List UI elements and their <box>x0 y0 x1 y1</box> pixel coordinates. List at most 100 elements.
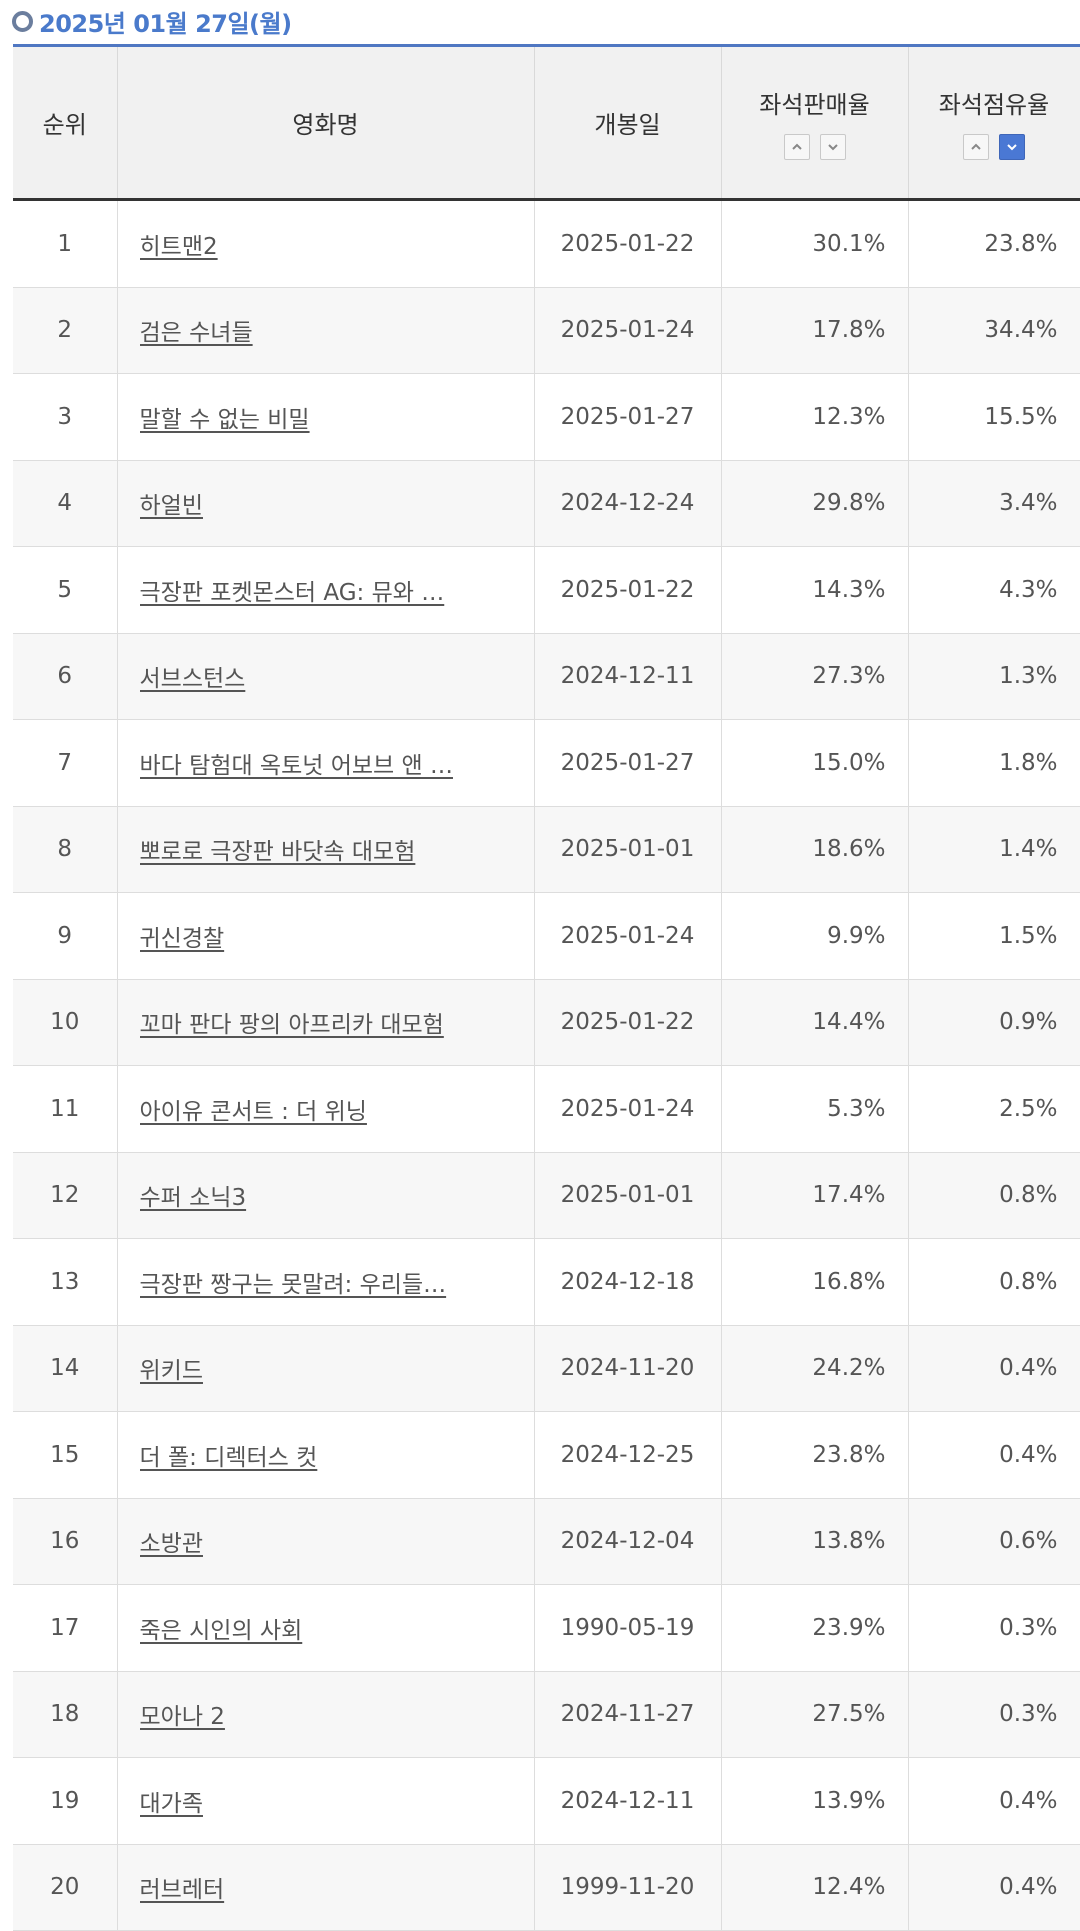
movie-title-link[interactable]: 뽀로로 극장판 바닷속 대모험 <box>139 839 416 866</box>
seat-sales-cell: 16.8% <box>721 1238 909 1326</box>
movie-title-link[interactable]: 검은 수녀들 <box>139 320 253 347</box>
rank-cell: 3 <box>13 373 118 461</box>
movie-title-link[interactable]: 모아나 2 <box>139 1704 225 1731</box>
seat-share-sort-asc-button[interactable] <box>963 134 989 160</box>
rank-cell: 18 <box>13 1671 118 1758</box>
seat-share-cell: 3.4% <box>908 460 1080 547</box>
table-row: 9 귀신경찰 2025-01-24 9.9% 1.5% <box>13 892 1080 980</box>
movie-title-cell: 귀신경찰 <box>117 892 535 980</box>
movie-title-link[interactable]: 귀신경찰 <box>139 925 225 952</box>
seat-share-cell: 0.9% <box>908 979 1080 1066</box>
movie-title-link[interactable]: 더 폴: 디렉터스 컷 <box>139 1444 318 1471</box>
movie-title-link[interactable]: 죽은 시인의 사회 <box>139 1617 303 1644</box>
seat-share-cell: 1.4% <box>908 806 1080 893</box>
seat-share-cell: 1.3% <box>908 633 1080 720</box>
date-title: 2025년 01월 27일(월) <box>39 9 292 38</box>
chevron-up-icon <box>971 143 981 150</box>
open-date-cell: 2025-01-24 <box>534 892 722 980</box>
movie-title-cell: 하얼빈 <box>117 460 535 547</box>
movie-title-link[interactable]: 아이유 콘서트 : 더 위닝 <box>139 1098 367 1125</box>
table-top-border <box>13 44 1080 47</box>
movie-title-link[interactable]: 극장판 포켓몬스터 AG: 뮤와 … <box>139 579 445 606</box>
seat-sales-cell: 13.8% <box>721 1498 909 1585</box>
movie-title-cell: 말할 수 없는 비밀 <box>117 373 535 461</box>
movie-title-link[interactable]: 극장판 짱구는 못말려: 우리들… <box>139 1271 447 1298</box>
table-row: 13 극장판 짱구는 못말려: 우리들… 2024-12-18 16.8% 0.8% <box>13 1238 1080 1326</box>
open-date-cell: 2025-01-01 <box>534 806 722 893</box>
rank-cell: 19 <box>13 1757 118 1845</box>
rank-cell: 13 <box>13 1238 118 1326</box>
movie-title-cell: 서브스턴스 <box>117 633 535 720</box>
rank-cell: 5 <box>13 546 118 634</box>
table-row: 20 러브레터 1999-11-20 12.4% 0.4% <box>13 1844 1080 1931</box>
seat-share-cell: 0.4% <box>908 1844 1080 1931</box>
column-header-title-label: 영화명 <box>292 111 359 139</box>
table-row: 16 소방관 2024-12-04 13.8% 0.6% <box>13 1498 1080 1585</box>
seat-sales-cell: 13.9% <box>721 1757 909 1845</box>
seat-share-cell: 4.3% <box>908 546 1080 634</box>
movie-title-link[interactable]: 꼬마 판다 팡의 아프리카 대모험 <box>139 1012 444 1039</box>
table-body: 1 히트맨2 2025-01-22 30.1% 23.8% 2 검은 수녀들 2025-01-… <box>13 199 1080 1931</box>
column-header-rank: 순위 <box>13 47 118 201</box>
movie-title-link[interactable]: 바다 탐험대 옥토넛 어보브 앤 … <box>139 752 453 779</box>
seat-sales-cell: 18.6% <box>721 806 909 893</box>
seat-share-cell: 23.8% <box>908 199 1080 288</box>
open-date-cell: 2024-12-11 <box>534 1757 722 1845</box>
open-date-cell: 2024-12-24 <box>534 460 722 547</box>
movie-title-link[interactable]: 소방관 <box>139 1531 203 1558</box>
seat-share-sort-desc-button[interactable] <box>999 134 1025 160</box>
open-date-cell: 2024-11-20 <box>534 1325 722 1412</box>
seat-share-cell: 1.8% <box>908 719 1080 807</box>
seat-sales-cell: 29.8% <box>721 460 909 547</box>
seat-share-cell: 0.4% <box>908 1411 1080 1499</box>
table-row: 15 더 폴: 디렉터스 컷 2024-12-25 23.8% 0.4% <box>13 1411 1080 1499</box>
seat-sales-cell: 27.3% <box>721 633 909 720</box>
open-date-cell: 2025-01-24 <box>534 287 722 374</box>
movie-title-cell: 위키드 <box>117 1325 535 1412</box>
open-date-cell: 2025-01-24 <box>534 1065 722 1153</box>
seat-sales-cell: 5.3% <box>721 1065 909 1153</box>
rank-cell: 17 <box>13 1584 118 1672</box>
seat-share-cell: 0.6% <box>908 1498 1080 1585</box>
seat-sales-cell: 12.3% <box>721 373 909 461</box>
seat-share-cell: 0.4% <box>908 1757 1080 1845</box>
table-row: 8 뽀로로 극장판 바닷속 대모험 2025-01-01 18.6% 1.4% <box>13 806 1080 893</box>
seat-share-cell: 15.5% <box>908 373 1080 461</box>
open-date-cell: 1990-05-19 <box>534 1584 722 1672</box>
rank-cell: 2 <box>13 287 118 374</box>
movie-title-cell: 소방관 <box>117 1498 535 1585</box>
seat-sales-sort-controls <box>722 134 908 160</box>
open-date-cell: 1999-11-20 <box>534 1844 722 1931</box>
open-date-cell: 2025-01-27 <box>534 719 722 807</box>
movie-title-link[interactable]: 서브스턴스 <box>139 666 246 693</box>
table-row: 2 검은 수녀들 2025-01-24 17.8% 34.4% <box>13 287 1080 374</box>
movie-title-cell: 바다 탐험대 옥토넛 어보브 앤 … <box>117 719 535 807</box>
seat-sales-cell: 12.4% <box>721 1844 909 1931</box>
rank-cell: 10 <box>13 979 118 1066</box>
bullet-circle-icon <box>12 10 33 32</box>
movie-title-link[interactable]: 수퍼 소닉3 <box>139 1185 247 1212</box>
seat-share-cell: 0.8% <box>908 1152 1080 1239</box>
seat-sales-sort-asc-button[interactable] <box>783 134 810 160</box>
chevron-down-icon <box>827 144 838 151</box>
seat-sales-cell: 23.9% <box>721 1584 909 1672</box>
movie-title-link[interactable]: 위키드 <box>139 1358 203 1385</box>
seat-sales-cell: 17.4% <box>721 1152 909 1239</box>
rank-cell: 20 <box>13 1844 118 1931</box>
movie-title-cell: 검은 수녀들 <box>117 287 535 374</box>
movie-title-link[interactable]: 히트맨2 <box>139 233 218 260</box>
open-date-cell: 2025-01-22 <box>534 199 722 288</box>
movie-title-link[interactable]: 러브레터 <box>139 1877 225 1904</box>
open-date-cell: 2025-01-27 <box>534 373 722 461</box>
column-header-rank-label: 순위 <box>42 111 87 139</box>
movie-title-link[interactable]: 하얼빈 <box>139 493 203 520</box>
movie-title-cell: 모아나 2 <box>117 1671 535 1758</box>
movie-title-link[interactable]: 대가족 <box>139 1790 203 1817</box>
movie-title-link[interactable]: 말할 수 없는 비밀 <box>139 406 310 433</box>
date-header: 2025년 01월 27일(월) <box>12 0 292 42</box>
rank-cell: 8 <box>13 806 118 893</box>
table-row: 14 위키드 2024-11-20 24.2% 0.4% <box>13 1325 1080 1412</box>
rank-cell: 11 <box>13 1065 118 1153</box>
seat-sales-sort-desc-button[interactable] <box>819 134 846 160</box>
table-row: 12 수퍼 소닉3 2025-01-01 17.4% 0.8% <box>13 1152 1080 1239</box>
